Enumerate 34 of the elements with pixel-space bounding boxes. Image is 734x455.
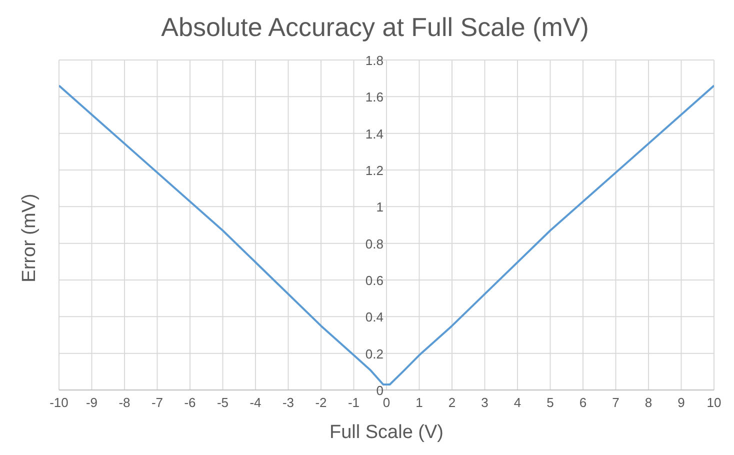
x-tick-label: 8: [644, 395, 652, 410]
x-tick-label: -6: [184, 395, 196, 410]
x-tick-label: 3: [481, 395, 488, 410]
x-tick-label: 7: [612, 395, 620, 410]
x-tick-label: -7: [151, 395, 164, 410]
x-tick-label: 6: [579, 395, 587, 410]
x-tick-label: -4: [250, 395, 262, 410]
y-tick-label: 0: [376, 383, 384, 398]
x-axis-title: Full Scale (V): [329, 422, 444, 443]
x-tick-label: 5: [546, 395, 554, 410]
y-tick-label: 1.6: [365, 90, 384, 105]
x-tick-label: 9: [678, 395, 685, 410]
y-axis-title: Error (mV): [19, 194, 41, 282]
x-tick-label: -8: [118, 395, 130, 410]
x-tick-label: -10: [50, 395, 68, 410]
x-tick-label: 2: [448, 395, 456, 410]
x-tick-label: -2: [315, 395, 327, 410]
line-series: [59, 84, 714, 386]
chart-title: Absolute Accuracy at Full Scale (mV): [160, 11, 590, 44]
x-tick-label: 1: [416, 395, 423, 410]
y-tick-label: 1.2: [365, 163, 384, 178]
x-tick-label: -5: [216, 395, 229, 410]
y-tick-label: 0.4: [365, 310, 384, 325]
y-tick-label: 0.2: [365, 346, 384, 362]
x-tick-label: -3: [282, 395, 294, 410]
y-tick-label: 0.6: [365, 273, 384, 288]
y-tick-label: 0.8: [365, 236, 384, 252]
y-tick-label: 1: [376, 200, 384, 215]
x-tick-label: 10: [706, 395, 722, 410]
y-tick-label: 1.4: [365, 126, 384, 142]
x-tick-label: 4: [514, 395, 522, 410]
x-tick-label: -9: [86, 395, 98, 410]
y-tick-label: 1.8: [365, 53, 384, 68]
x-tick-label: -1: [348, 395, 360, 410]
